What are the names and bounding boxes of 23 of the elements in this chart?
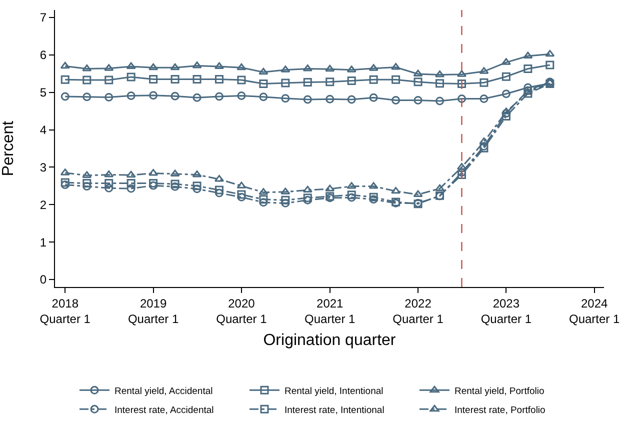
y-tick-label: 3 bbox=[40, 160, 47, 174]
y-tick-label: 4 bbox=[40, 122, 47, 137]
x-tick-label: 2022 Quarter 1 bbox=[392, 296, 444, 326]
x-tick-label: 2023 Quarter 1 bbox=[480, 296, 532, 326]
x-tick-label: 2021 Quarter 1 bbox=[304, 296, 356, 326]
legend-label: Rental yield, Accidental bbox=[114, 386, 213, 397]
legend-label: Rental yield, Portfolio bbox=[454, 386, 544, 397]
x-tick-label: 2020 Quarter 1 bbox=[216, 296, 268, 326]
x-tick-label: 2024 Quarter 1 bbox=[568, 296, 620, 326]
x-tick-label: 2018 Quarter 1 bbox=[40, 296, 91, 326]
legend-label: Interest rate, Accidental bbox=[114, 404, 214, 416]
y-tick-label: 7 bbox=[40, 10, 47, 25]
legend-label: Interest rate, Intentional bbox=[284, 404, 384, 416]
y-tick-label: 0 bbox=[40, 272, 47, 287]
legend-label: Rental yield, Intentional bbox=[284, 386, 384, 397]
y-tick-label: 6 bbox=[40, 48, 47, 62]
legend-label: Interest rate, Portfolio bbox=[454, 404, 546, 416]
y-axis-title: Percent bbox=[0, 120, 17, 176]
y-tick-label: 1 bbox=[40, 235, 47, 250]
x-axis-title: Origination quarter bbox=[263, 332, 396, 349]
y-tick-label: 5 bbox=[40, 86, 47, 100]
y-tick-label: 2 bbox=[40, 198, 47, 212]
x-tick-label: 2019 Quarter 1 bbox=[128, 296, 179, 326]
